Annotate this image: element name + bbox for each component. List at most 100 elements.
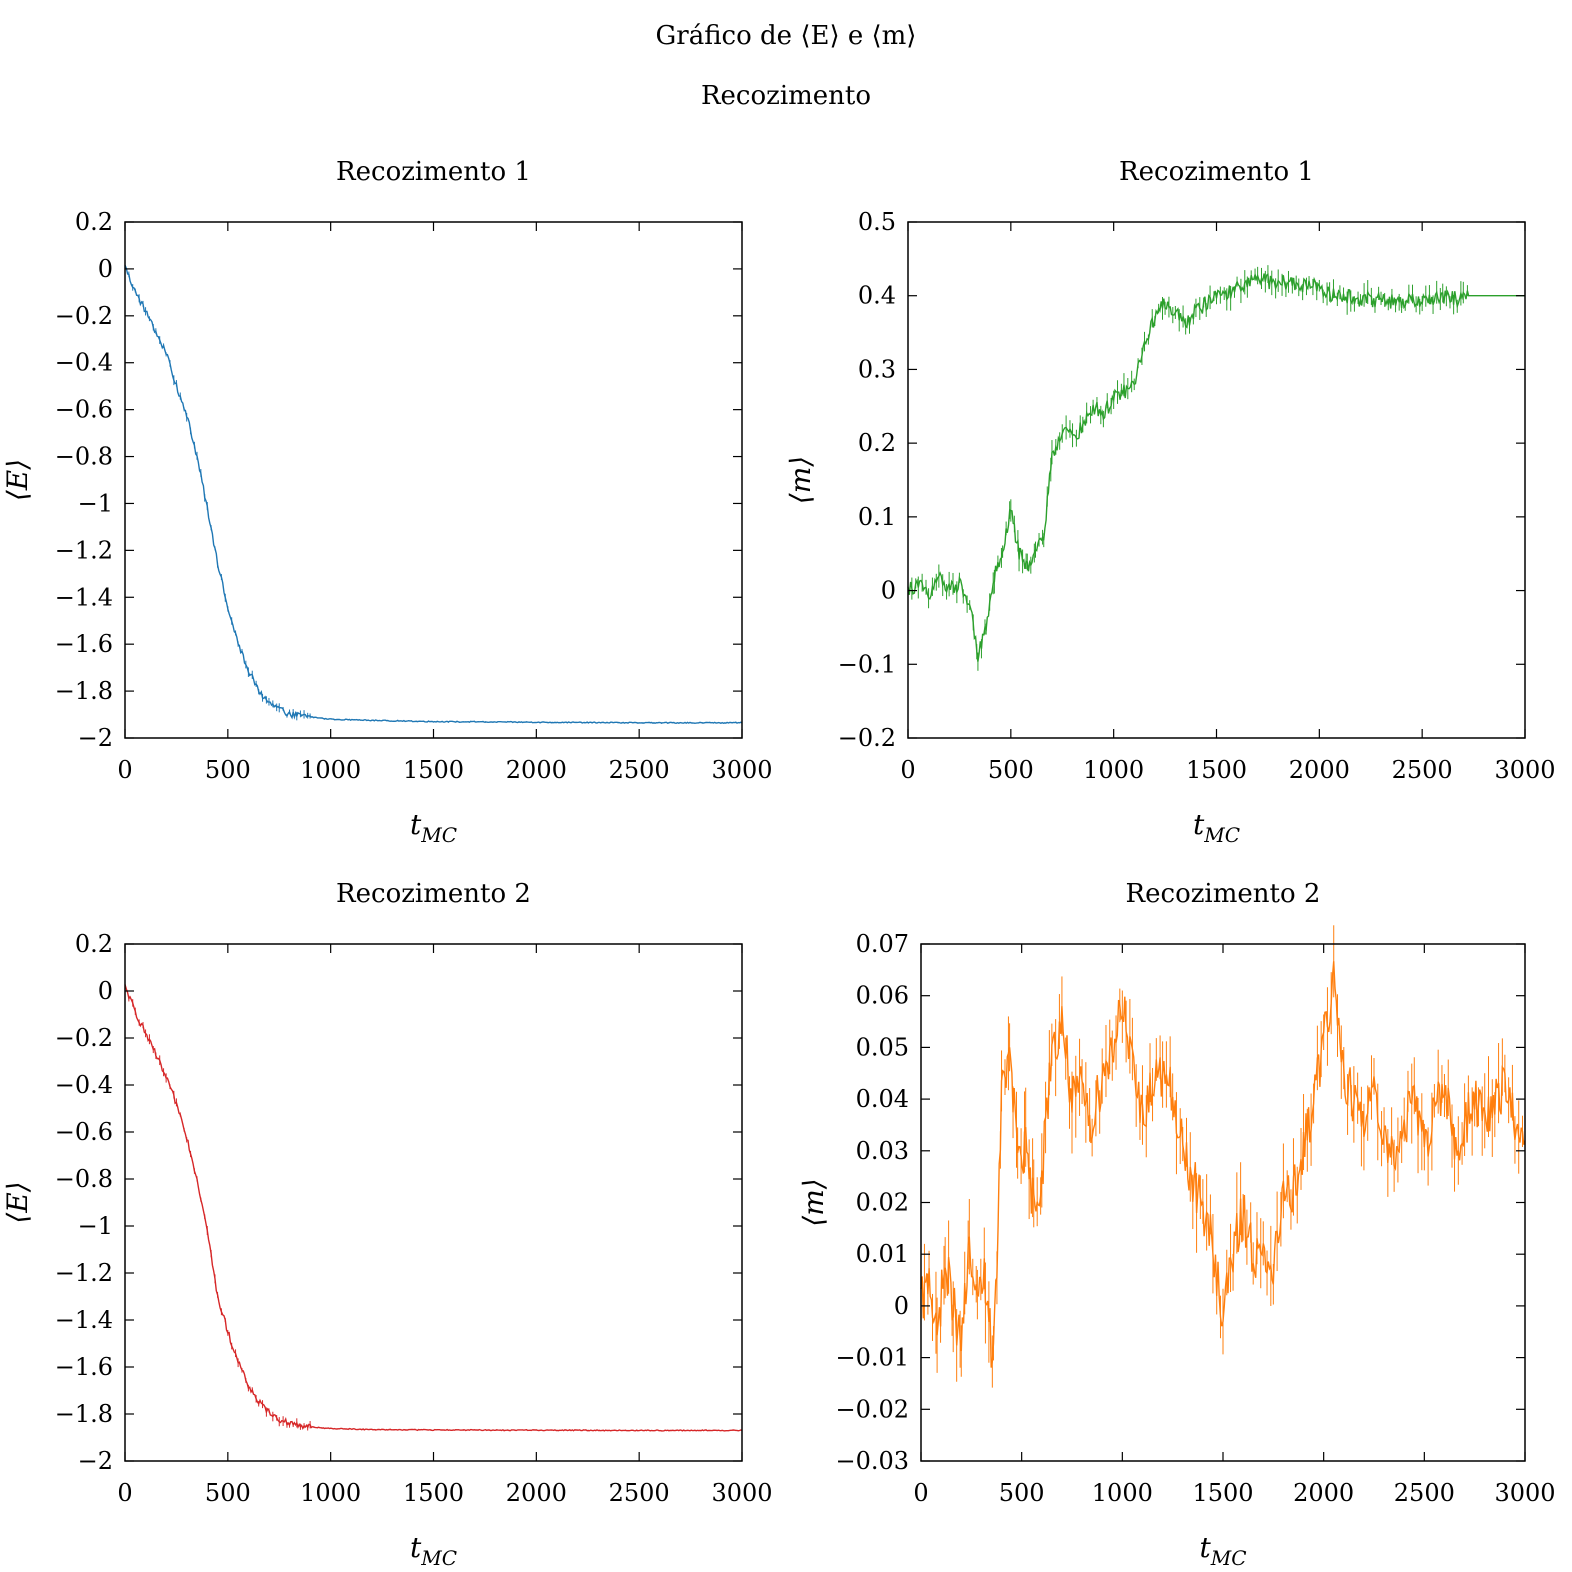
y-tick-label: 0.2: [858, 429, 896, 457]
y-tick-label: 0: [98, 977, 113, 1005]
y-axis-label: ⟨m⟩: [784, 456, 817, 504]
y-tick-label: −2: [78, 724, 113, 752]
error-bars: [124, 980, 741, 1432]
y-tick-label: −0.02: [835, 1395, 909, 1423]
y-tick-label: −1: [78, 489, 113, 517]
y-tick-label: 0.02: [856, 1189, 909, 1217]
y-tick-label: 0.2: [75, 208, 113, 236]
chart-title: Recozimento 1: [1119, 157, 1314, 187]
y-axis-label: ⟨E⟩: [1, 459, 34, 501]
y-tick-label: 0.04: [856, 1085, 909, 1113]
x-tick-label: 1000: [300, 756, 361, 784]
x-tick-label: 1000: [1092, 1479, 1153, 1507]
y-tick-label: −0.2: [838, 724, 896, 752]
x-tick-label: 2500: [1394, 1479, 1455, 1507]
y-tick-label: −1.6: [55, 1353, 113, 1381]
x-tick-label: 2000: [506, 756, 567, 784]
chart-panel-3: Recozimento 2 0 500 1000 1500 2000 2500 3000 0.2…: [1, 879, 773, 1570]
x-tick-label: 0: [117, 1479, 132, 1507]
figure-title: Gráfico de ⟨E⟩ e ⟨m⟩: [656, 21, 917, 51]
x-tick-label: 1500: [1192, 1479, 1253, 1507]
y-tick-label: −0.03: [835, 1447, 909, 1475]
series-line: [124, 984, 743, 1432]
y-axis-label: ⟨E⟩: [1, 1181, 34, 1223]
x-tick-label: 2000: [506, 1479, 567, 1507]
x-tick-label: 0: [117, 756, 132, 784]
x-tick-label: 1500: [1186, 756, 1247, 784]
y-tick-label: −1.2: [55, 1259, 113, 1287]
x-tick-label: 500: [205, 1479, 251, 1507]
y-tick-label: 0: [894, 1292, 909, 1320]
series-line: [920, 961, 1526, 1368]
y-tick-label: 0.3: [858, 355, 896, 383]
plot-frame: [124, 943, 743, 1462]
y-tick-label: −0.8: [55, 1165, 113, 1193]
y-tick-label: −1.8: [55, 1400, 113, 1428]
y-tick-label: 0.2: [75, 930, 113, 958]
y-tick-label: −0.2: [55, 1024, 113, 1052]
y-tick-label: 0.05: [856, 1033, 909, 1061]
y-tick-label: 0.5: [858, 208, 896, 236]
y-tick-label: −2: [78, 1447, 113, 1475]
y-tick-label: 0.01: [856, 1240, 909, 1268]
y-tick-label: −1.4: [55, 1306, 113, 1334]
panels: Recozimento 1 0 500 1000 1500 2000 2500 3000 0.2…: [1, 157, 1556, 1570]
y-tick-label: 0.06: [856, 982, 909, 1010]
x-tick-label: 3000: [711, 756, 772, 784]
y-tick-label: 0: [98, 255, 113, 283]
chart-title: Recozimento 1: [336, 157, 531, 187]
y-tick-label: −0.6: [55, 396, 113, 424]
series-line: [907, 271, 1525, 662]
x-tick-label: 500: [988, 756, 1034, 784]
x-tick-label: 2000: [1293, 1479, 1354, 1507]
y-tick-label: −0.4: [55, 349, 113, 377]
y-tick-label: −0.2: [55, 302, 113, 330]
y-tick-label: −1.8: [55, 677, 113, 705]
y-tick-label: −1.4: [55, 583, 113, 611]
y-tick-label: −0.8: [55, 443, 113, 471]
y-tick-label: 0.4: [858, 282, 896, 310]
y-tick-label: 0: [881, 577, 896, 605]
y-tick-label: −1.2: [55, 536, 113, 564]
y-tick-label: −0.01: [835, 1344, 909, 1372]
error-bars: [124, 262, 741, 724]
chart-title: Recozimento 2: [336, 879, 531, 909]
x-axis-label: tMC: [1199, 1531, 1246, 1570]
x-tick-label: 2000: [1289, 756, 1350, 784]
x-tick-label: 2500: [609, 1479, 670, 1507]
error-bars: [907, 265, 1468, 671]
x-tick-label: 3000: [1494, 756, 1555, 784]
x-axis-label: tMC: [410, 808, 457, 847]
y-axis-label: ⟨m⟩: [797, 1178, 830, 1226]
x-tick-label: 1000: [300, 1479, 361, 1507]
y-tick-label: −0.6: [55, 1118, 113, 1146]
chart-panel-1: Recozimento 1 0 500 1000 1500 2000 2500 3000 0.2…: [1, 157, 773, 847]
y-tick-label: 0.03: [856, 1137, 909, 1165]
x-tick-label: 1500: [403, 756, 464, 784]
x-tick-label: 500: [205, 756, 251, 784]
plot-frame: [920, 943, 1526, 1462]
x-tick-label: 500: [999, 1479, 1045, 1507]
x-tick-label: 0: [913, 1479, 928, 1507]
error-bars: [920, 925, 1523, 1388]
chart-title: Recozimento 2: [1126, 879, 1321, 909]
figure-subtitle: Recozimento: [701, 81, 871, 111]
x-tick-label: 2500: [609, 756, 670, 784]
y-tick-label: 0.07: [856, 930, 909, 958]
y-tick-label: −0.1: [838, 650, 896, 678]
x-tick-label: 3000: [711, 1479, 772, 1507]
y-tick-label: 0.1: [858, 503, 896, 531]
x-tick-label: 1500: [403, 1479, 464, 1507]
x-tick-label: 3000: [1494, 1479, 1555, 1507]
y-tick-label: −1: [78, 1212, 113, 1240]
x-tick-label: 1000: [1083, 756, 1144, 784]
x-tick-label: 0: [900, 756, 915, 784]
x-tick-label: 2500: [1392, 756, 1453, 784]
series-line: [124, 264, 743, 725]
chart-panel-4: Recozimento 2 0 500 1000 1500 2000 2500 3000 0.0…: [797, 879, 1556, 1570]
y-tick-label: −1.6: [55, 630, 113, 658]
x-axis-label: tMC: [1193, 808, 1240, 847]
plot-frame: [124, 221, 743, 739]
y-tick-label: −0.4: [55, 1071, 113, 1099]
